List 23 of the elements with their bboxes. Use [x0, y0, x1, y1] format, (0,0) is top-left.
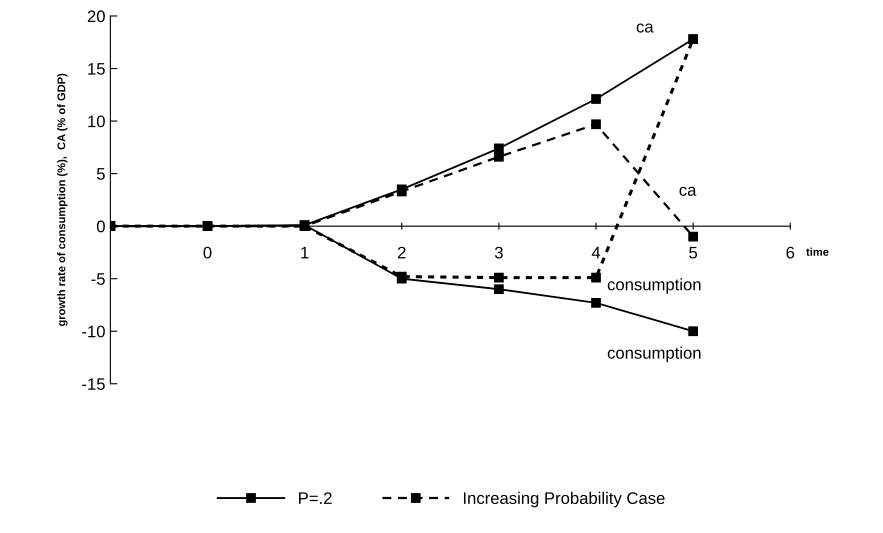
- y-tick-label: -5: [91, 273, 105, 285]
- y-tick-label: 10: [88, 115, 105, 128]
- y-tick-label: 20: [88, 10, 105, 22]
- x-tick-label: 6: [786, 246, 794, 259]
- y-tick-label: 5: [96, 168, 105, 180]
- x-tick-label: 0: [204, 246, 212, 259]
- annotation: ca: [680, 186, 696, 196]
- x-tick-label: 3: [494, 246, 503, 259]
- x-axis-title: time: [806, 248, 829, 256]
- legend-label: P=.2: [299, 492, 332, 504]
- annotation: consumption: [608, 278, 700, 294]
- x-tick-label: 4: [592, 246, 600, 258]
- x-tick-label: 2: [398, 246, 406, 258]
- annotation: ca: [636, 23, 654, 33]
- legend-label: Increasing Probability Case: [464, 492, 665, 508]
- y-tick-label: -15: [82, 378, 105, 390]
- annotation: consumption: [608, 346, 700, 362]
- y-tick-label: 0: [96, 220, 105, 232]
- x-tick-label: 1: [301, 246, 308, 258]
- x-tick-label: 5: [689, 246, 698, 259]
- y-tick-label: -10: [82, 326, 105, 338]
- y-axis-title: growth rate of consumption (%), CA (% of GDP): [57, 74, 68, 326]
- y-tick-label: 15: [88, 63, 105, 75]
